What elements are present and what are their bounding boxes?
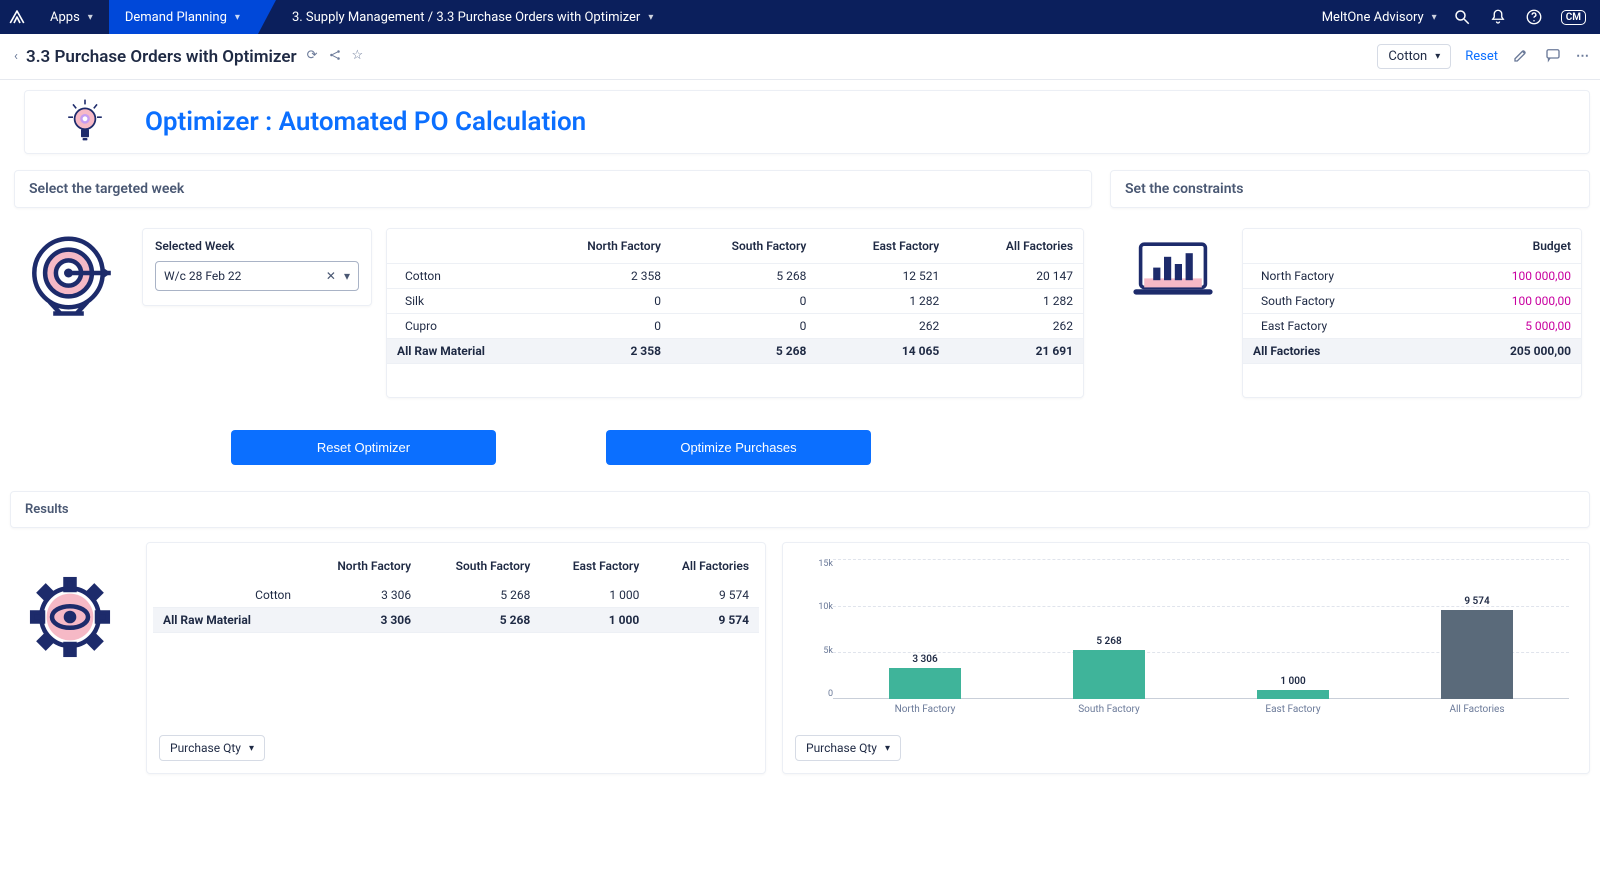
results-metric-label: Purchase Qty [170,741,241,755]
week-picker-field[interactable]: W/c 28 Feb 22 ✕ ▾ [155,261,359,291]
nav-workspace[interactable]: MeltOne Advisory ▾ [1306,0,1453,34]
nav-demand-planning[interactable]: Demand Planning ▾ [109,0,258,34]
context-chip[interactable]: Cotton ▾ [1377,44,1451,69]
comment-icon[interactable] [1544,46,1562,68]
chevron-down-icon: ▾ [235,12,240,23]
nav-apps-label: Apps [50,10,80,25]
section-title-left: Select the targeted week [15,171,1091,207]
budget-table: Budget North Factory100 000,00South Fact… [1242,228,1582,398]
edit-icon[interactable] [1512,46,1530,68]
chevron-down-icon: ▾ [249,743,254,754]
chevron-down-icon: ▾ [1435,51,1440,62]
chevron-down-icon: ▾ [1432,12,1437,23]
chevron-down-icon: ▾ [88,12,93,23]
week-picker-card: Selected Week W/c 28 Feb 22 ✕ ▾ [142,228,372,306]
chart-metric-label: Purchase Qty [806,741,877,755]
section-title-right: Set the constraints [1111,171,1589,207]
chevron-down-icon[interactable]: ▾ [344,269,350,283]
table-row: Silk001 2821 282 [387,288,1083,313]
reset-optimizer-button[interactable]: Reset Optimizer [231,430,496,465]
refresh-icon[interactable]: ⟳ [307,48,318,66]
more-icon[interactable]: ⋯ [1576,49,1590,64]
table-row-total: All Raw Material3 3065 2681 0009 574 [153,608,759,633]
rcol-east: East Factory [540,549,649,583]
table-row: Cotton3 3065 2681 0009 574 [153,583,759,608]
bell-icon[interactable] [1489,8,1507,26]
week-picker-label: Selected Week [155,239,359,253]
target-icon [28,228,118,318]
y-tick: 10k [818,602,833,612]
section-constraints: Set the constraints [1110,170,1590,208]
col-all: All Factories [949,229,1083,263]
reset-link[interactable]: Reset [1465,49,1498,64]
clear-icon[interactable]: ✕ [326,269,336,283]
nav-breadcrumb[interactable]: 3. Supply Management / 3.3 Purchase Orde… [276,0,669,34]
bar-value-label: 5 268 [1096,636,1121,647]
x-tick: North Factory [833,704,1017,715]
x-tick: East Factory [1201,704,1385,715]
rcol-north: North Factory [303,549,421,583]
table-row: East Factory5 000,00 [1243,313,1581,338]
optimize-purchases-button[interactable]: Optimize Purchases [606,430,871,465]
search-icon[interactable] [1453,8,1471,26]
bar-value-label: 1 000 [1280,676,1305,687]
y-tick: 5k [823,646,833,656]
results-chart-card: 15k10k5k0 3 3065 2681 0009 574 North Fac… [782,542,1590,774]
results-metric-dropdown[interactable]: Purchase Qty ▾ [159,735,265,761]
nav-demand-planning-label: Demand Planning [125,10,227,25]
back-button[interactable]: ‹ [6,49,26,64]
avatar[interactable]: CM [1561,10,1586,25]
help-icon[interactable] [1525,8,1543,26]
bar-all-factories[interactable]: 9 574 [1385,559,1569,699]
x-tick: All Factories [1385,704,1569,715]
col-east: East Factory [816,229,949,263]
week-picker-value: W/c 28 Feb 22 [164,269,318,283]
col-budget: Budget [1383,229,1581,263]
results-table-card: North Factory South Factory East Factory… [146,542,766,774]
page-title: 3.3 Purchase Orders with Optimizer [26,47,297,67]
share-icon[interactable] [328,48,342,66]
bar-value-label: 9 574 [1464,596,1489,607]
lightbulb-icon [65,98,105,146]
col-north: North Factory [527,229,671,263]
table-row-total: All Raw Material2 3585 26814 06521 691 [387,338,1083,363]
table-row: South Factory100 000,00 [1243,288,1581,313]
x-tick: South Factory [1017,704,1201,715]
table-row: Cotton2 3585 26812 52120 147 [387,263,1083,288]
table-row: North Factory100 000,00 [1243,263,1581,288]
bar-north-factory[interactable]: 3 306 [833,559,1017,699]
chevron-down-icon: ▾ [885,743,890,754]
main-title: Optimizer : Automated PO Calculation [145,95,586,149]
context-chip-label: Cotton [1388,49,1427,64]
gear-eye-icon [25,572,115,662]
rcol-all: All Factories [649,549,759,583]
nav-workspace-label: MeltOne Advisory [1322,10,1424,25]
demand-table: North Factory South Factory East Factory… [386,228,1084,398]
results-title: Results [10,491,1590,528]
bar-south-factory[interactable]: 5 268 [1017,559,1201,699]
section-select-week: Select the targeted week [14,170,1092,208]
chart-metric-dropdown[interactable]: Purchase Qty ▾ [795,735,901,761]
nav-divider [258,0,276,34]
y-tick: 15k [818,559,833,569]
table-row: Cupro00262262 [387,313,1083,338]
bar-east-factory[interactable]: 1 000 [1201,559,1385,699]
table-row-total: All Factories205 000,00 [1243,338,1581,363]
nav-breadcrumb-label: 3. Supply Management / 3.3 Purchase Orde… [292,10,640,25]
nav-apps[interactable]: Apps ▾ [34,0,109,34]
col-south: South Factory [671,229,816,263]
rcol-south: South Factory [421,549,540,583]
star-icon[interactable]: ☆ [352,48,364,66]
laptop-chart-icon [1128,228,1218,318]
chevron-down-icon: ▾ [648,12,653,23]
app-logo[interactable] [0,8,34,26]
title-card: Optimizer : Automated PO Calculation [24,90,1590,154]
bar-value-label: 3 306 [912,654,937,665]
